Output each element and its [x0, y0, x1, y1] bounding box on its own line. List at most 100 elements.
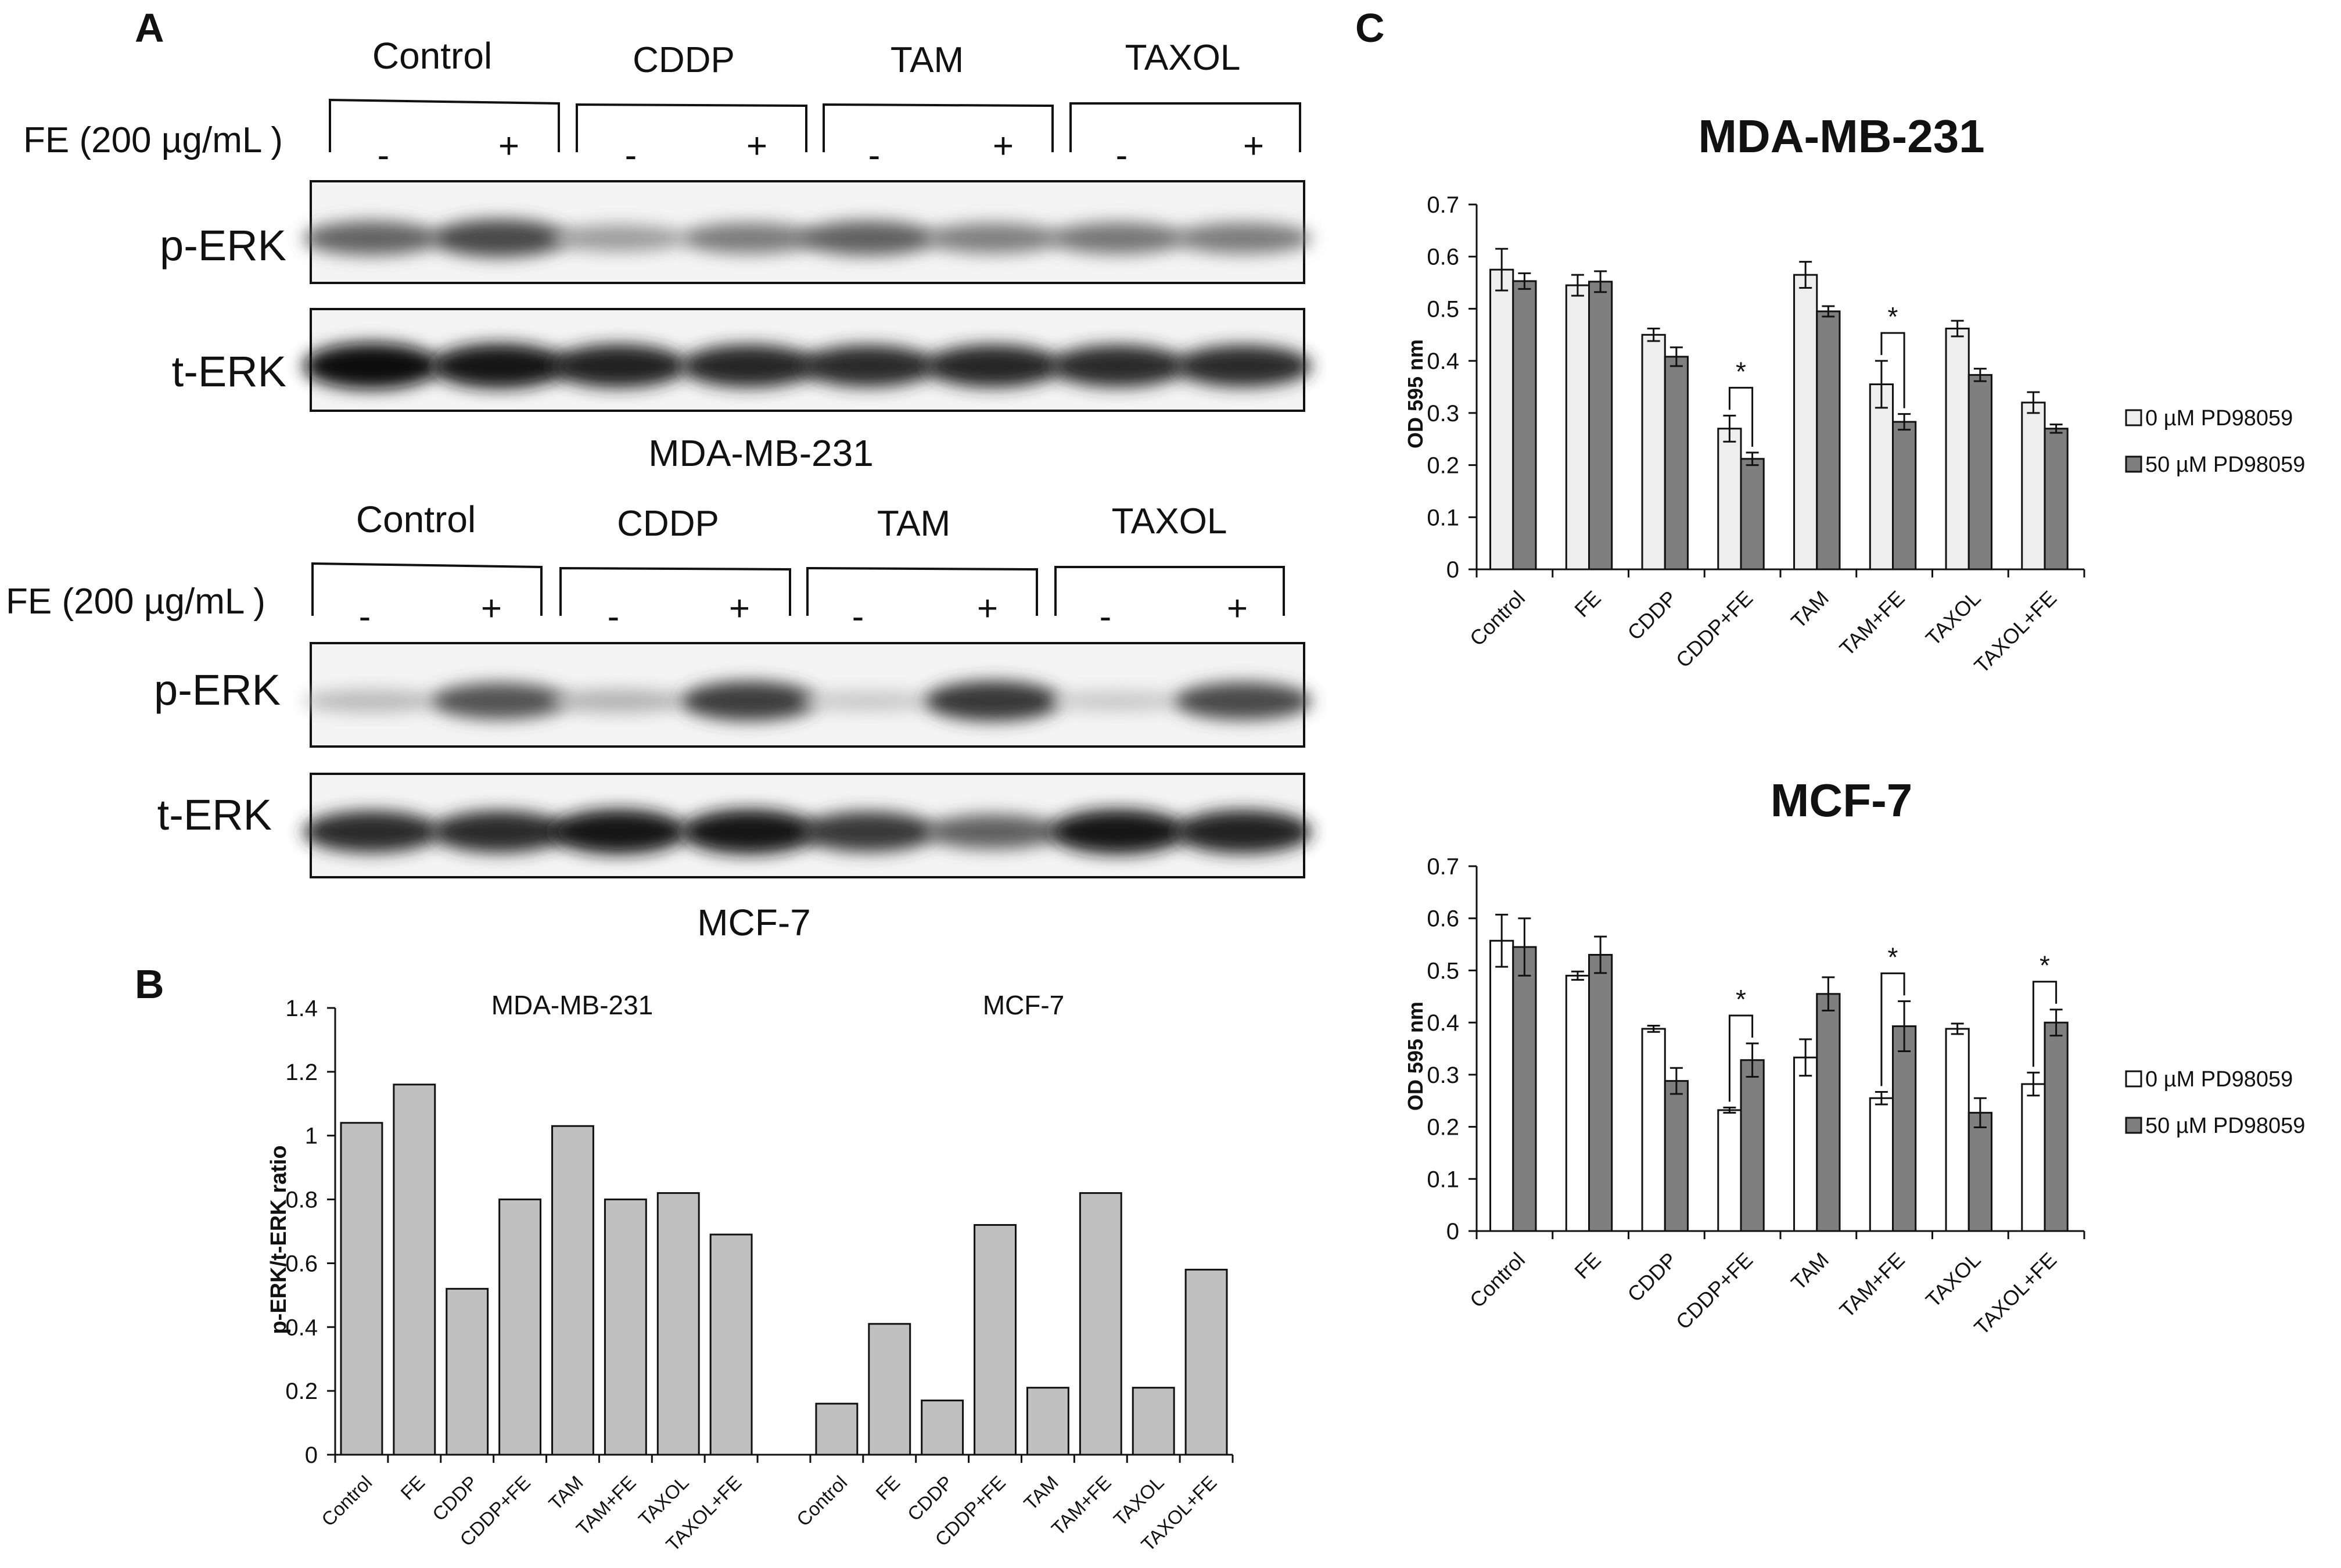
blot-1-bracket-taxol	[1069, 102, 1301, 152]
chart-c-top-bar-control	[1869, 383, 1894, 570]
blot-2-group-tam: TAM	[877, 504, 950, 544]
chart-b-y-tick-label: 0.8	[285, 1187, 318, 1213]
chart-c-bottom-x-tick-label: TAM+FE	[1835, 1248, 1909, 1322]
chart-b-bar	[1132, 1387, 1175, 1456]
chart-c-top-legend-label: 0 µM PD98059	[2145, 406, 2293, 430]
chart-c-bottom-significance-bracket	[1728, 1014, 1754, 1102]
blot-1-bracket-tam	[823, 103, 1054, 152]
blot-1-fe-label: FE (200 µg/mL )	[23, 120, 283, 160]
chart-c-top-title: MDA-MB-231	[1698, 110, 1984, 162]
blot-band	[681, 681, 818, 721]
chart-c-top-x-tick-label: FE	[1570, 586, 1606, 622]
chart-c-top-x-tick-label: TAM+FE	[1835, 586, 1909, 661]
chart-b-bar	[921, 1400, 964, 1456]
chart-c-top-y-tick-label: 0.5	[1427, 296, 1459, 322]
chart-c-bottom-y-tick-label: 0.7	[1427, 854, 1459, 880]
chart-c-bottom-bar-pd98059	[1816, 993, 1841, 1232]
blot-band	[1175, 223, 1312, 254]
chart-b-y-tick-label: 0	[305, 1443, 318, 1468]
chart-c-top-y-tick-label: 0.3	[1427, 401, 1459, 426]
blot-2-sign-8: +	[1227, 589, 1248, 629]
chart-c-bottom-significance-star: *	[2040, 950, 2050, 981]
blot-2-sign-2: +	[481, 589, 502, 629]
chart-c-top-x-tick-label: TAM	[1786, 586, 1833, 633]
chart-c-top-x-tick-label: CDDP	[1622, 586, 1681, 645]
blot-mda-mb-231: Control CDDP TAM TAXOL FE (200 µg/mL ) -…	[23, 35, 1312, 474]
blot-2-bracket-cddp	[559, 566, 791, 616]
chart-c-bottom-legend-swatch	[2125, 1117, 2142, 1134]
chart-b-bar	[656, 1192, 700, 1456]
chart-c-top-significance-star: *	[1736, 356, 1746, 386]
blot-band	[1050, 345, 1187, 387]
chart-c-bottom-bar-control	[2021, 1083, 2046, 1232]
chart-c-top-x-tick-label: TAXOL+FE	[1969, 586, 2061, 678]
blot-band	[1050, 690, 1187, 712]
blot-1-cell-line: MDA-MB-231	[648, 432, 874, 474]
chart-c-bottom-x-tick-label: Control	[1465, 1248, 1529, 1312]
blot-band	[800, 690, 937, 712]
chart-b-y-tick-label: 0.4	[285, 1315, 318, 1340]
chart-c-top-y-tick-label: 0.4	[1427, 349, 1459, 374]
chart-c-bottom-y-tick-label: 0.2	[1427, 1115, 1459, 1140]
blot-2-sign-7: -	[1100, 597, 1112, 637]
chart-c-bottom-y-tick-label: 0.6	[1427, 906, 1459, 932]
blot-band	[431, 219, 568, 257]
blot-band	[925, 680, 1062, 722]
chart-b-bar	[498, 1199, 542, 1456]
chart-c-top-legend-swatch	[2125, 409, 2142, 426]
chart-c-bottom-bar-pd98059	[1664, 1080, 1689, 1232]
chart-b-bar	[868, 1323, 911, 1456]
chart-b-bar	[446, 1287, 489, 1456]
blot-2-sign-4: +	[729, 589, 750, 629]
chart-c-bottom-significance-star: *	[1888, 942, 1898, 972]
blot-band	[925, 814, 1062, 849]
blot-band	[681, 809, 818, 855]
panel-label-a: A	[135, 5, 164, 51]
blot-2-sign-5: -	[852, 597, 864, 637]
chart-c-top-bar-control	[1717, 428, 1742, 570]
blot-2-group-taxol: TAXOL	[1112, 501, 1227, 541]
chart-c-bottom-bar-pd98059	[1588, 954, 1613, 1232]
chart-c-top-y-tick-label: 0	[1446, 557, 1459, 583]
chart-c-top-bar-pd98059	[1892, 421, 1917, 570]
chart-c-bottom-bar-pd98059	[1892, 1025, 1917, 1232]
chart-c-bottom-y-tick-label: 0	[1446, 1219, 1459, 1244]
chart-c-bottom-title: MCF-7	[1771, 774, 1912, 826]
chart-c-bottom-bar-control	[1717, 1109, 1742, 1232]
chart-b-x-tick-label: FE	[871, 1472, 904, 1504]
chart-c-top-y-tick-label: 0.7	[1427, 192, 1459, 218]
chart-c-top-bar-pd98059	[1512, 280, 1537, 570]
chart-c-bottom-y-tick-label: 0.3	[1427, 1063, 1459, 1088]
chart-c-bottom-bar-pd98059	[1740, 1059, 1765, 1232]
blot-2-group-cddp: CDDP	[617, 504, 719, 544]
blot-band	[303, 221, 440, 256]
chart-c-bottom-legend-label: 0 µM PD98059	[2145, 1067, 2293, 1092]
chart-c-top-bar-pd98059	[1740, 458, 1765, 570]
chart-c-bottom-x-tick-label: CDDP+FE	[1671, 1248, 1758, 1334]
blot-1-row-label-perk: p-ERK	[160, 221, 286, 270]
blot-band	[681, 345, 818, 387]
chart-c-top-bar-control	[2021, 401, 2046, 570]
chart-c-top-legend-label: 50 µM PD98059	[2145, 453, 2305, 477]
chart-c-bottom-bar-control	[1869, 1097, 1894, 1232]
chart-b-group-label-2: MCF-7	[983, 990, 1065, 1020]
chart-c-top-y-tick-label: 0.1	[1427, 505, 1459, 530]
chart-b-y-tick-label: 1.2	[285, 1060, 318, 1085]
chart-c-bottom-significance-star: *	[1736, 984, 1746, 1014]
blot-band	[925, 345, 1062, 387]
blot-1-sign-4: +	[746, 126, 767, 166]
chart-b-x-tick-label: Control	[792, 1472, 851, 1530]
chart-c-bottom-bar-pd98059	[1512, 946, 1537, 1232]
chart-b-x-tick-label: TAM	[544, 1472, 587, 1515]
chart-c-top-significance-star: *	[1888, 302, 1898, 332]
blot-band	[1175, 810, 1312, 854]
blot-band	[431, 683, 568, 720]
blot-band	[550, 809, 687, 855]
chart-c-bottom-x-tick-label: TAXOL+FE	[1969, 1248, 2061, 1340]
blot-band	[800, 220, 937, 256]
panel-label-c: C	[1355, 5, 1385, 51]
chart-b-x-tick-label: FE	[396, 1472, 429, 1504]
blot-1-sign-3: -	[625, 135, 637, 175]
blot-2-group-control: Control	[356, 498, 476, 540]
